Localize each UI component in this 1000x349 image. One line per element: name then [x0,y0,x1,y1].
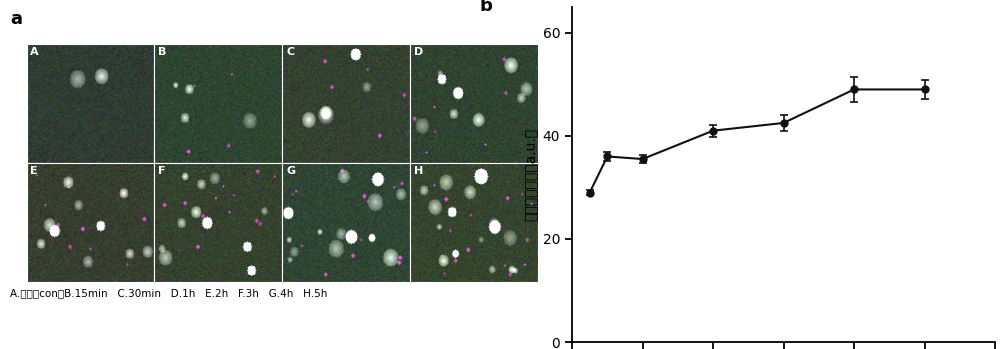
Y-axis label: 平均荧光强度（a.u.）: 平均荧光强度（a.u.） [524,128,538,221]
Text: b: b [479,0,492,15]
Text: A.对照（con）B.15min   C.30min   D.1h   E.2h   F.3h   G.4h   H.5h: A.对照（con）B.15min C.30min D.1h E.2h F.3h … [10,288,328,298]
Text: a: a [10,10,22,28]
